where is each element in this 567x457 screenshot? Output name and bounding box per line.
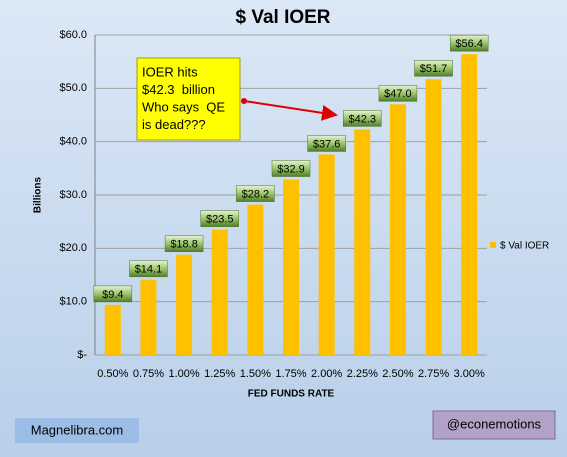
x-tick-label: 2.75%: [418, 368, 449, 380]
value-label: $14.1: [135, 264, 163, 276]
value-label-box: [236, 185, 275, 202]
y-tick-label: $10.0: [59, 296, 87, 308]
bar: [104, 304, 121, 355]
x-tick-label: 1.00%: [168, 368, 199, 380]
value-label: $9.4: [102, 289, 123, 301]
annotation-text: $42.3 billion: [142, 82, 215, 97]
value-label-box: [164, 235, 204, 252]
legend-swatch: [490, 242, 496, 248]
value-label-box: [271, 160, 311, 177]
y-tick-label: $40.0: [59, 136, 87, 148]
annotation-arrow: [243, 100, 338, 121]
value-label: $23.5: [206, 214, 234, 226]
footer-left: Magnelibra.com: [31, 422, 124, 437]
footer-left-box: [15, 418, 139, 443]
bar: [140, 279, 157, 355]
value-label: $51.7: [420, 63, 448, 75]
bar: [211, 229, 228, 355]
value-label-box: [200, 210, 239, 227]
x-axis-label: FED FUNDS RATE: [248, 389, 335, 400]
bar: [354, 129, 371, 355]
bar: [461, 54, 478, 355]
value-label: $47.0: [384, 88, 412, 100]
bar: [176, 254, 193, 355]
bar: [425, 79, 442, 356]
annotation-text: IOER hits: [142, 64, 198, 79]
x-tick-label: 2.00%: [311, 368, 342, 380]
x-tick-label: 0.75%: [133, 368, 164, 380]
x-tick-label: 1.25%: [204, 368, 235, 380]
x-tick-label: 0.50%: [97, 368, 128, 380]
y-tick-label: $50.0: [59, 82, 87, 94]
value-label-box: [129, 260, 168, 278]
y-axis-label: Billions: [33, 177, 44, 214]
bar: [389, 104, 406, 355]
y-tick-label: $60.0: [59, 29, 87, 41]
x-tick-label: 2.50%: [382, 368, 413, 380]
value-label: $37.6: [313, 138, 341, 150]
value-label: $32.9: [277, 163, 305, 175]
annotation: IOER hits $42.3 billion Who says QE is dead…: [136, 57, 338, 141]
value-label: $42.3: [349, 113, 377, 125]
arrow-dot: [241, 98, 247, 104]
annotation-text: Who says QE: [142, 99, 225, 114]
y-tick-label: $-: [77, 349, 87, 361]
value-label-box: [93, 285, 133, 303]
y-tick-label: $20.0: [59, 242, 87, 254]
value-label-box: [378, 85, 418, 102]
chart-title: $ Val IOER: [235, 7, 330, 28]
annotation-text: is dead???: [142, 117, 206, 132]
legend-label: $ Val IOER: [500, 241, 549, 252]
x-tick-label: 1.75%: [275, 368, 306, 380]
x-tick-label: 3.00%: [454, 368, 485, 380]
x-tick-label: 1.50%: [240, 368, 271, 380]
value-label-box: [307, 135, 346, 152]
value-label-box: [414, 60, 453, 77]
x-tick-label: 2.25%: [347, 368, 378, 380]
value-label: $56.4: [455, 38, 483, 50]
value-label: $18.8: [170, 239, 198, 251]
annotation-box: [136, 57, 241, 141]
footer-right: @econemotions: [447, 416, 542, 431]
bar: [283, 179, 299, 355]
footer-right-box: [432, 410, 556, 440]
value-label-box: [343, 110, 382, 127]
plot-area: $- $10.0 $20.0 $30.0 $40.0 $50.0 $60.0 0.50% 0.7…: [59, 29, 489, 380]
bar: [318, 154, 335, 355]
value-label-box: [449, 34, 489, 52]
bar: [247, 204, 264, 355]
value-label: $28.2: [242, 189, 270, 201]
y-tick-label: $30.0: [59, 189, 87, 201]
